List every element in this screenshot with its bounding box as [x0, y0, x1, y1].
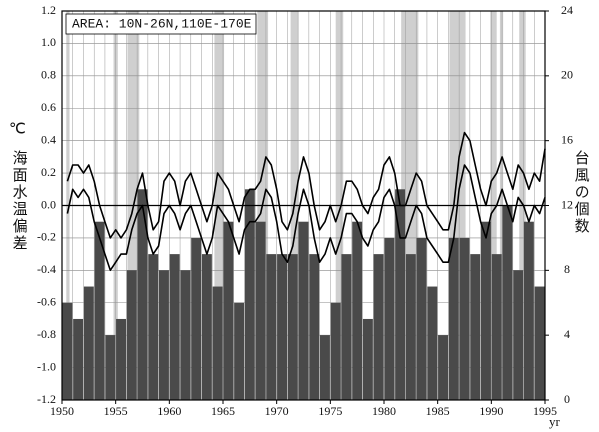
- y2-tick-label: 0: [564, 392, 570, 406]
- bar: [148, 254, 159, 400]
- bar: [502, 205, 513, 400]
- y-tick-label: 1.0: [41, 35, 56, 49]
- x-tick-label: 1970: [265, 404, 289, 418]
- bar: [395, 189, 406, 400]
- sst-line: [66, 164, 546, 272]
- bar: [244, 189, 255, 400]
- sst-line: [66, 131, 546, 239]
- y-axis-unit: ℃: [9, 121, 26, 137]
- bar: [180, 270, 191, 400]
- y2-tick-label: 24: [561, 3, 573, 17]
- bar: [126, 270, 137, 400]
- bar: [330, 302, 341, 400]
- bar: [94, 221, 105, 400]
- y-tick-label: 0.4: [41, 132, 56, 146]
- y-axis-label: 海面水温偏差: [11, 150, 28, 252]
- bar: [534, 286, 545, 400]
- bar: [191, 237, 202, 400]
- bar: [255, 221, 266, 400]
- bar: [223, 221, 234, 400]
- plot-layer: [62, 131, 546, 400]
- bar: [234, 302, 245, 400]
- y-tick-label: 0.8: [41, 68, 56, 82]
- bar: [384, 237, 395, 400]
- y2-tick-label: 20: [561, 68, 573, 82]
- y-tick-label: 0.2: [41, 165, 56, 179]
- bar: [470, 254, 481, 400]
- bar: [159, 270, 169, 400]
- annotation: AREA: 10N-26N,110E-170E: [72, 16, 252, 31]
- y2-tick-label: 4: [564, 327, 570, 341]
- x-tick-label: 1955: [104, 404, 128, 418]
- bar: [73, 318, 84, 400]
- x-tick-label: 1995: [533, 404, 557, 418]
- y-tick-label: -0.8: [37, 327, 56, 341]
- x-tick-label: 1960: [157, 404, 181, 418]
- bar: [320, 335, 330, 400]
- bar: [448, 237, 459, 400]
- y2-tick-label: 16: [561, 132, 573, 146]
- bar: [105, 335, 116, 400]
- bar: [352, 221, 363, 400]
- x-tick-label: 1985: [426, 404, 450, 418]
- bar: [169, 254, 180, 400]
- y2-tick-label: 8: [564, 262, 570, 276]
- x-tick-label: 1980: [372, 404, 396, 418]
- bar: [83, 286, 94, 400]
- y-tick-label: -1.0: [37, 359, 56, 373]
- bar: [298, 221, 309, 400]
- bar: [212, 286, 223, 400]
- y-tick-label: -1.2: [37, 392, 56, 406]
- bar: [116, 318, 126, 400]
- bar: [459, 237, 470, 400]
- bar: [62, 302, 73, 400]
- y2-tick-label: 12: [561, 197, 573, 211]
- bar: [362, 318, 373, 400]
- bar: [373, 254, 384, 400]
- y2-axis-label: 台風の個数: [573, 150, 590, 235]
- bar: [405, 254, 416, 400]
- annotation-box: [65, 13, 257, 35]
- bar: [523, 221, 534, 400]
- bar: [137, 189, 148, 400]
- bar: [427, 286, 438, 400]
- x-tick-label: 1975: [318, 404, 342, 418]
- y-tick-label: -0.4: [37, 262, 56, 276]
- bar: [341, 254, 352, 400]
- x-tick-label: 1950: [50, 404, 74, 418]
- bar: [491, 254, 502, 400]
- bar: [287, 254, 298, 400]
- x-tick-label: 1990: [479, 404, 503, 418]
- bar: [513, 270, 524, 400]
- x-tick-label: 1965: [211, 404, 235, 418]
- bar: [277, 254, 287, 400]
- y-tick-label: -0.6: [37, 295, 56, 309]
- y-tick-label: -0.2: [37, 230, 56, 244]
- y-tick-label: 1.2: [41, 3, 56, 17]
- y-tick-label: 0.6: [41, 100, 56, 114]
- bar: [309, 254, 320, 400]
- bar: [481, 221, 491, 400]
- bar: [438, 335, 448, 400]
- x-axis-label: yr: [549, 414, 561, 429]
- bar: [266, 254, 277, 400]
- bar: [416, 237, 427, 400]
- y-tick-label: 0.0: [41, 197, 56, 211]
- bar: [201, 254, 212, 400]
